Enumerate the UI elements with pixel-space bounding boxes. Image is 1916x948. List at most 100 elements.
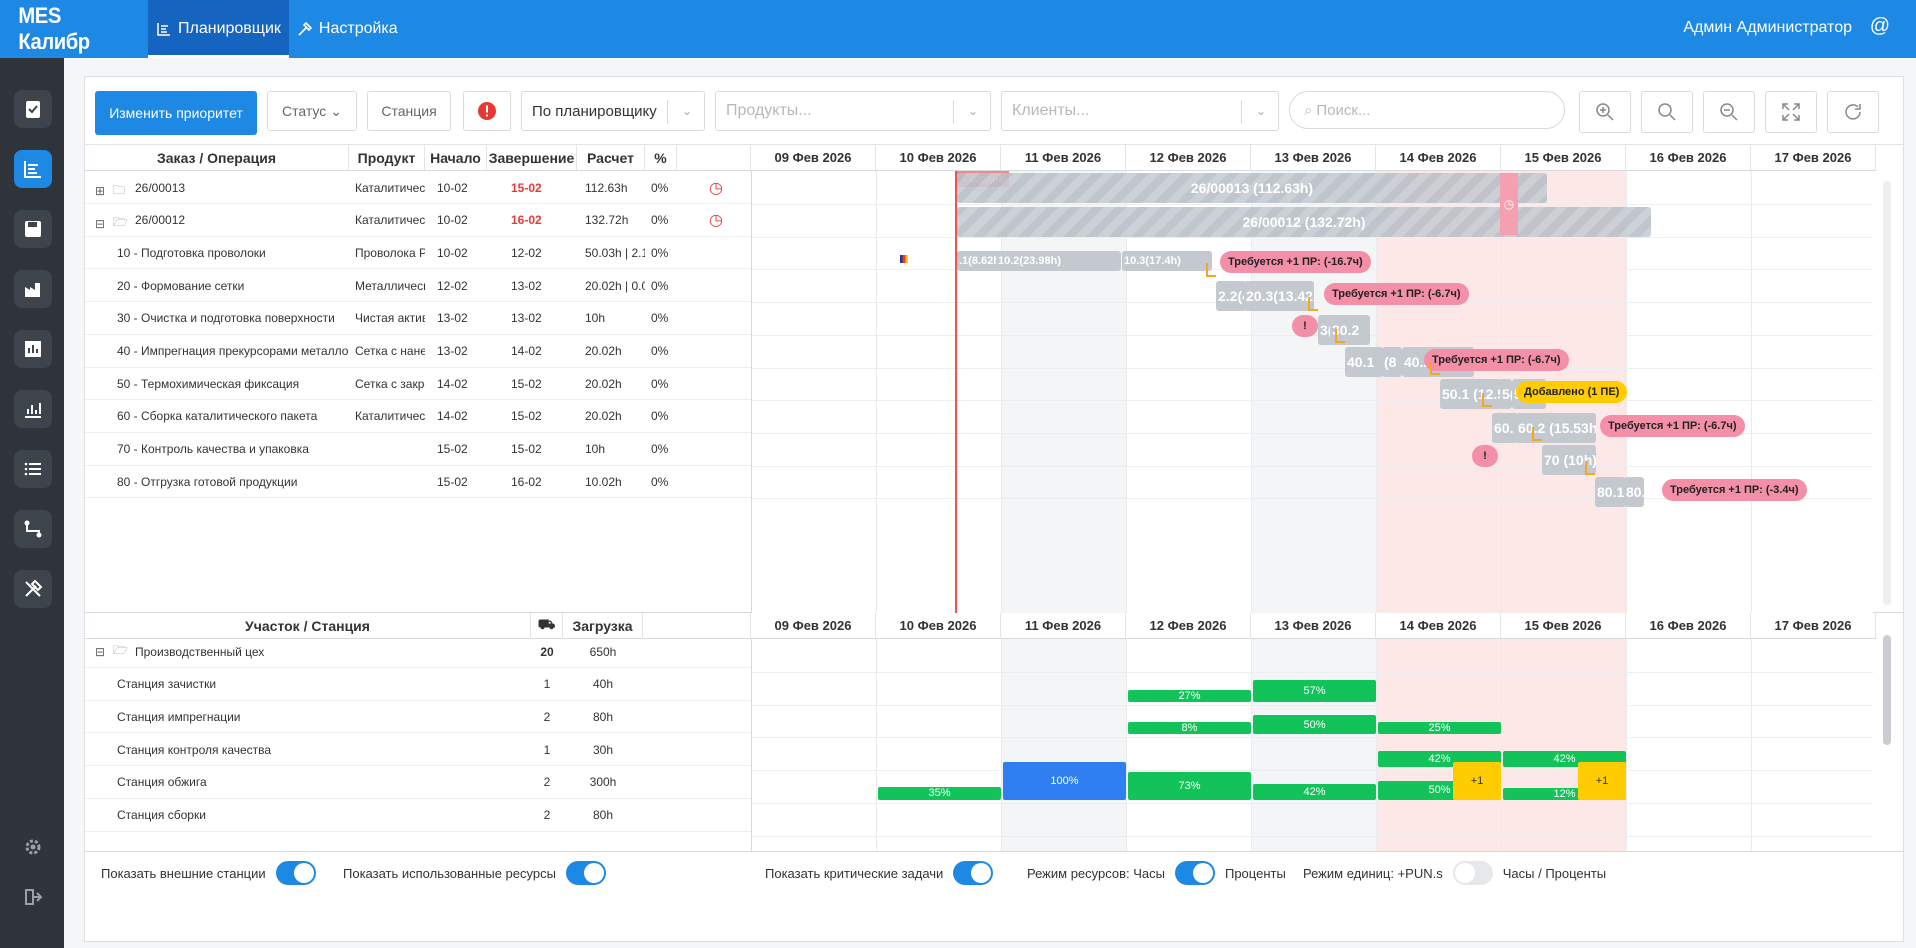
table-row[interactable]: ⊟ 🗁 Производственный цех 20 650h (85, 635, 751, 668)
show-used-toggle[interactable]: Показать использованные ресурсы (343, 860, 606, 886)
col-pct[interactable]: % (645, 145, 677, 171)
order-name[interactable]: 30 - Очистка и подготовка поверхности (117, 311, 335, 326)
products-select[interactable]: Продукты... ⌄ (715, 91, 991, 131)
col-load[interactable]: Загрузка (563, 613, 643, 639)
order-name[interactable]: 26/00013 (135, 180, 186, 195)
toggle-switch[interactable] (1452, 861, 1493, 885)
table-row[interactable]: Станция зачистки 1 40h (85, 668, 751, 701)
tab-settings[interactable]: Настройка (289, 0, 406, 58)
show-external-toggle[interactable]: Показать внешние станции (101, 860, 316, 886)
zoom-in-button[interactable] (1579, 91, 1631, 133)
order-name[interactable]: 80 - Отгрузка готовой продукции (117, 474, 298, 489)
table-row[interactable]: ⊞ 🗀 26/00013 Каталитический 10-02 15-02 112.63… (85, 171, 751, 204)
chart-analytics-icon[interactable] (14, 390, 52, 428)
user-name[interactable]: Админ Администратор (1683, 19, 1852, 36)
table-row[interactable]: 50 - Термохимическая фиксация Сетка с зак… (85, 367, 751, 401)
clock-alert-icon[interactable]: ◷ (709, 179, 723, 197)
order-name[interactable]: 40 - Импрегнация прекурсорами металлов (117, 344, 349, 358)
planner-icon[interactable] (14, 150, 52, 188)
table-row[interactable]: Станция сборки 2 80h (85, 799, 751, 832)
table-row[interactable]: 70 - Контроль качества и упаковка 15-02 15… (85, 433, 751, 466)
unit-mode-toggle[interactable]: Режим единиц: +PUN.s Часы / Проценты (1303, 860, 1606, 886)
col-start[interactable]: Начало (425, 145, 487, 171)
operation-bar[interactable]: 10.2(23.98h) (996, 251, 1121, 271)
station-name[interactable]: Станция обжига (117, 775, 207, 790)
status-button[interactable]: Статус ⌄ (267, 91, 357, 131)
logout-icon[interactable]: @ (1869, 15, 1890, 37)
change-priority-button[interactable]: Изменить приоритет (95, 91, 257, 135)
station-name[interactable]: Станция зачистки (117, 677, 217, 692)
table-row[interactable]: 10 - Подготовка проволоки Проволока Pt-/ 1… (85, 236, 751, 270)
table-row[interactable]: 80 - Отгрузка готовой продукции 15-02 16-0… (85, 465, 751, 499)
station-button[interactable]: Станция (367, 91, 451, 131)
table-row[interactable]: Станция контроля качества 1 30h (85, 733, 751, 767)
order-name[interactable]: 50 - Термохимическая фиксация (117, 376, 300, 391)
resource-mode-toggle[interactable]: Режим ресурсов: Часы Проценты (1027, 860, 1286, 886)
tab-planner[interactable]: Планировщик (148, 0, 289, 58)
zoom-out-button[interactable] (1703, 91, 1755, 133)
collapse-icon[interactable]: ⊟ (95, 216, 106, 231)
operation-bar[interactable]: 40.1 (1345, 347, 1383, 377)
alert-icon[interactable]: ! (1292, 315, 1318, 337)
operation-bar[interactable]: (8 (1382, 347, 1402, 377)
table-row[interactable]: 30 - Очистка и подготовка поверхности Чис… (85, 302, 751, 335)
clock-alert-icon[interactable]: ◷ (709, 212, 723, 230)
refresh-button[interactable] (1827, 91, 1879, 133)
gantt-chart[interactable]: Сегодня26/00013 (112.63h)26/00012 (132.7… (751, 171, 1873, 613)
stations-scrollbar[interactable] (1883, 635, 1891, 745)
toggle-switch[interactable] (275, 861, 316, 885)
operation-bar[interactable]: 80. (1624, 477, 1644, 507)
table-row[interactable]: Станция обжига 2 300h (85, 766, 751, 799)
chart-bar-icon[interactable] (14, 330, 52, 368)
collapse-icon[interactable]: ⊟ (95, 644, 106, 659)
warning-tag[interactable]: Требуется +1 ПР: (-6.7ч) (1324, 283, 1469, 305)
operation-bar[interactable]: 5( (1500, 379, 1512, 409)
gantt-scrollbar[interactable] (1883, 181, 1891, 605)
operation-bar[interactable]: 50.1 (12.5h (1440, 379, 1502, 409)
operation-bar[interactable]: 2.2(4. (1216, 281, 1246, 311)
search-button[interactable] (1641, 91, 1693, 133)
table-row[interactable]: 60 - Сборка каталитического пакета Катали… (85, 400, 751, 433)
warning-tag[interactable]: Требуется +1 ПР: (-6.7ч) (1424, 349, 1569, 371)
order-bar[interactable]: 26/00012 (132.72h) (957, 207, 1651, 237)
order-name[interactable]: 20 - Формование сетки (117, 278, 245, 293)
clipboard-check-icon[interactable] (14, 90, 52, 128)
operation-bar[interactable]: 80.1 (1595, 477, 1625, 507)
tools-icon[interactable] (14, 570, 52, 608)
route-icon[interactable] (14, 510, 52, 548)
station-name[interactable]: Станция импрегнации (117, 709, 241, 724)
order-name[interactable]: 10 - Подготовка проволоки (117, 245, 266, 260)
planner-select[interactable]: По планировщику ⌄ (521, 91, 705, 131)
col-end[interactable]: Завершение (487, 145, 577, 171)
show-critical-toggle[interactable]: Показать критические задачи (765, 860, 994, 886)
expand-icon[interactable]: ⊞ (95, 184, 106, 198)
toggle-switch[interactable] (565, 861, 606, 885)
order-name[interactable]: 70 - Контроль качества и упаковка (117, 442, 309, 457)
table-row[interactable]: ⊟ 🗁 26/00012 Каталитический 10-02 16-02 132.72… (85, 204, 751, 237)
gear-icon[interactable] (14, 828, 52, 866)
order-name[interactable]: 26/00012 (135, 213, 186, 228)
col-station[interactable]: Участок / Станция (85, 613, 531, 639)
alert-button[interactable] (463, 91, 511, 131)
toggle-switch[interactable] (1174, 861, 1215, 885)
col-calc[interactable]: Расчет (577, 145, 645, 171)
warning-tag[interactable]: Требуется +1 ПР: (-6.7ч) (1600, 415, 1745, 437)
operation-bar[interactable]: 60.2 (15.53h) (1516, 413, 1596, 443)
list-icon[interactable] (14, 450, 52, 488)
table-row[interactable]: 40 - Импрегнация прекурсорами металлов Се… (85, 335, 751, 368)
station-name[interactable]: Станция сборки (117, 808, 206, 822)
warning-tag[interactable]: Добавлено (1 ПЕ) (1516, 381, 1628, 403)
clients-select[interactable]: Клиенты... ⌄ (1001, 91, 1279, 131)
fit-button[interactable] (1765, 91, 1817, 133)
col-product[interactable]: Продукт (349, 145, 425, 171)
operation-bar[interactable]: 60. (1492, 413, 1518, 443)
logout-icon[interactable] (14, 878, 52, 916)
station-name[interactable]: Станция контроля качества (117, 742, 272, 757)
operation-bar[interactable]: 70 (10h) (1542, 445, 1596, 475)
order-bar[interactable]: 26/00013 (112.63h) (957, 173, 1547, 203)
save-icon[interactable] (14, 210, 52, 248)
station-name[interactable]: Производственный цех (135, 644, 265, 659)
factory-icon[interactable] (14, 270, 52, 308)
warning-tag[interactable]: Требуется +1 ПР: (-3.4ч) (1662, 479, 1807, 501)
table-row[interactable]: Станция импрегнации 2 80h (85, 700, 751, 734)
